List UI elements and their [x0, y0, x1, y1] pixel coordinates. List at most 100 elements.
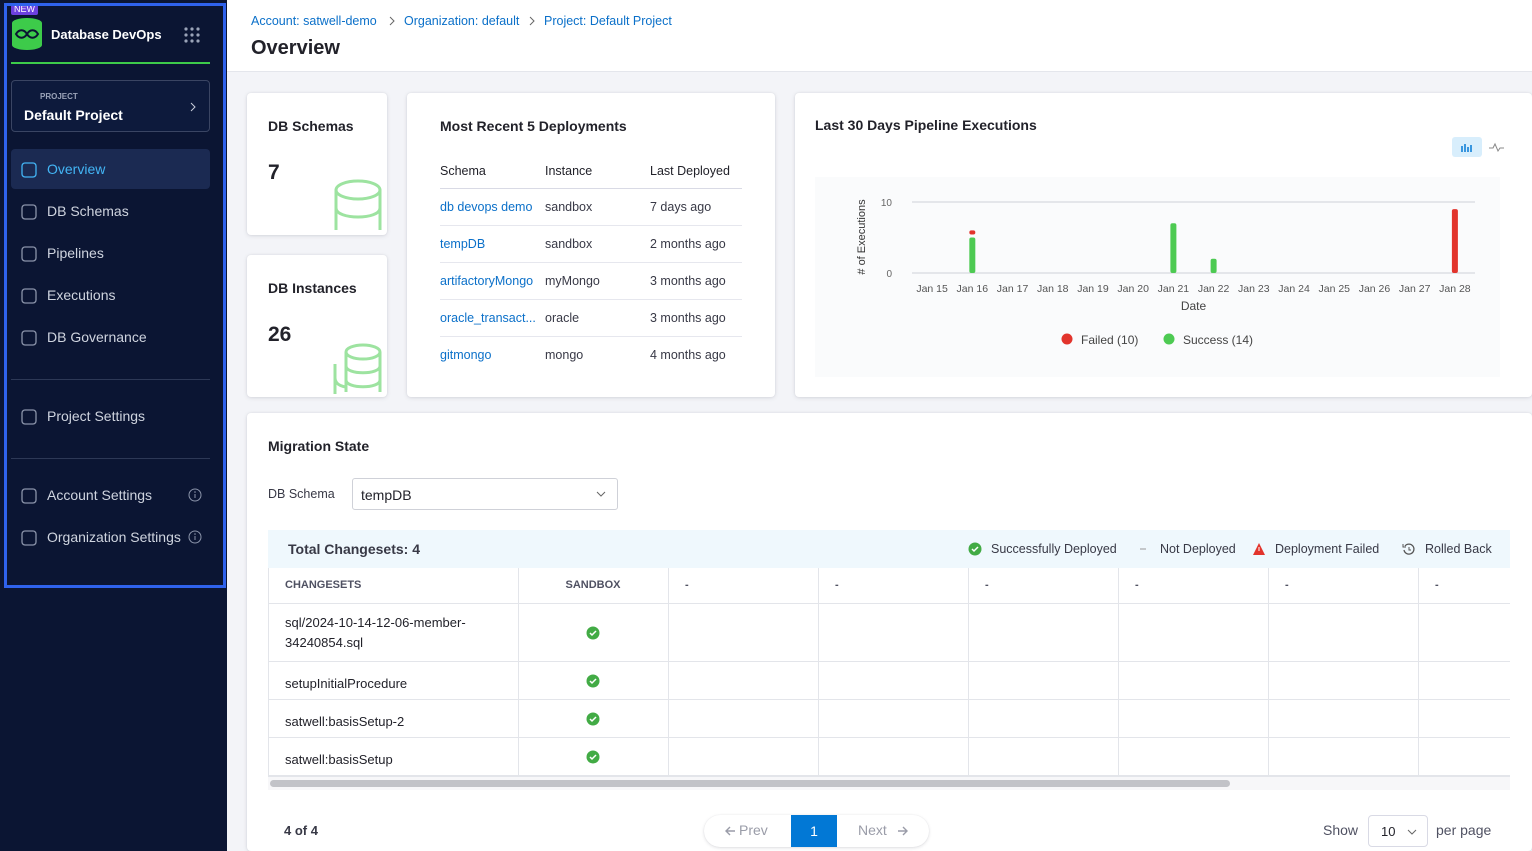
status-icon: [586, 626, 600, 640]
page-size-select[interactable]: 10: [1368, 815, 1428, 847]
apps-icon: [184, 27, 200, 43]
schema-link[interactable]: oracle_transact...: [440, 311, 536, 325]
schema-link[interactable]: gitmongo: [440, 348, 492, 362]
bar-view-toggle[interactable]: [1452, 137, 1482, 157]
nav-item[interactable]: DB Governance: [11, 317, 210, 357]
product-name: Database DevOps: [51, 27, 162, 42]
nav-item[interactable]: Organization Settings: [11, 517, 210, 557]
bar: [969, 237, 976, 273]
table-cell: mongo: [545, 348, 584, 362]
changeset-name: sql/2024-10-14-12-06-member-34240854.sql: [285, 615, 466, 650]
bar: [1210, 258, 1217, 273]
breadcrumb[interactable]: Account: satwell-demo: [251, 14, 377, 28]
bar: [1451, 209, 1458, 273]
chevron: [190, 102, 196, 112]
y-tick-label: 0: [886, 269, 892, 280]
page-summary: 4 of 4: [284, 823, 318, 838]
header: [227, 0, 1532, 72]
x-tick-label: Jan 25: [1318, 283, 1350, 295]
schema-link[interactable]: tempDB: [440, 237, 486, 251]
legend-icon: [1253, 543, 1265, 555]
chevron: [1407, 829, 1417, 835]
show-label: Show: [1323, 822, 1359, 838]
page-size: 10: [1381, 824, 1396, 839]
x-tick-label: Jan 24: [1278, 283, 1310, 295]
bar-icon: [1461, 144, 1472, 152]
next-button[interactable]: Next: [858, 822, 887, 838]
divider: [11, 62, 210, 64]
chart-title: Last 30 Days Pipeline Executions: [815, 117, 1037, 133]
column-header: SANDBOX: [565, 579, 621, 591]
table-header: Last Deployed: [650, 164, 730, 178]
table-cell: 7 days ago: [650, 200, 712, 214]
x-tick-label: Jan 28: [1439, 283, 1471, 295]
schema-link[interactable]: artifactoryMongo: [440, 274, 534, 288]
prev-button[interactable]: Prev: [739, 822, 768, 838]
x-tick-label: Jan 16: [957, 283, 989, 295]
table-cell: 4 months ago: [650, 348, 726, 362]
scroll-thumb[interactable]: [270, 780, 1230, 787]
column-header: -: [1285, 579, 1289, 591]
column-cell: [818, 568, 968, 776]
x-tick-label: Jan 26: [1359, 283, 1391, 295]
deployments-card: [407, 93, 775, 397]
nav-item[interactable]: Pipelines: [11, 233, 210, 273]
nav-icon: [21, 488, 37, 504]
bar: [1170, 223, 1177, 273]
y-axis-label: # of Executions: [856, 199, 868, 275]
changeset-name: satwell:basisSetup-2: [285, 714, 405, 729]
arrow-left: [725, 826, 735, 836]
card-icon: [333, 343, 382, 394]
line-view-toggle[interactable]: [1489, 142, 1504, 153]
nav-item[interactable]: DB Schemas: [11, 191, 210, 231]
dropdown-value: tempDB: [361, 487, 412, 503]
project-selector[interactable]: PROJECT Default Project: [11, 80, 210, 132]
rule: [268, 699, 1510, 700]
rule: [440, 299, 742, 300]
x-tick-label: Jan 23: [1238, 283, 1270, 295]
chevron: [596, 491, 606, 497]
table-cell: myMongo: [545, 274, 600, 288]
schema-dropdown[interactable]: tempDB: [352, 478, 618, 510]
column-cell: [968, 568, 1118, 776]
changeset-table: CHANGESETS SANDBOX - - - - - - sql/2024-10-14-12…: [268, 568, 1510, 776]
table-cell: oracle: [545, 311, 580, 325]
nav-label: Account Settings: [47, 487, 153, 503]
nav-item[interactable]: Account Settings: [11, 475, 210, 515]
breadcrumb[interactable]: Project: Default Project: [544, 14, 672, 28]
card-title: DB Instances: [268, 280, 357, 296]
table-header: Instance: [545, 164, 593, 178]
bar: [969, 230, 976, 235]
legend-swatch: [1061, 333, 1073, 345]
legend-label: Failed (10): [1081, 333, 1138, 347]
x-tick-label: Jan 19: [1077, 283, 1109, 295]
nav-label: Overview: [47, 161, 106, 177]
divider: [11, 379, 210, 380]
nav-label: Project Settings: [47, 408, 146, 424]
column-cell: [1418, 568, 1510, 776]
total-changesets: Total Changesets: 4: [288, 541, 420, 557]
changeset-name: setupInitialProcedure: [285, 676, 408, 691]
column-cell: [1268, 568, 1418, 776]
nav-item[interactable]: Overview: [11, 149, 210, 189]
column-header: -: [1135, 579, 1139, 591]
column-header: CHANGESETS: [285, 579, 362, 591]
nav-item[interactable]: Project Settings: [11, 396, 210, 436]
nav-label: Executions: [47, 287, 116, 303]
column-cell: [268, 568, 518, 776]
status-icon: [586, 712, 600, 726]
y-tick-label: 10: [881, 198, 893, 209]
breadcrumb[interactable]: Organization: default: [404, 14, 520, 28]
nav-item[interactable]: Executions: [11, 275, 210, 315]
per-page-label: per page: [1436, 822, 1492, 838]
rule: [440, 225, 742, 226]
legend-label: Rolled Back: [1425, 542, 1492, 556]
x-axis-label: Date: [1181, 299, 1207, 313]
rule: [440, 188, 742, 189]
schema-link[interactable]: db devops demo: [440, 200, 533, 214]
arrow-right: [898, 826, 908, 836]
current-page[interactable]: 1: [791, 815, 837, 847]
plot-bg: [815, 177, 1500, 377]
legend-label: Not Deployed: [1160, 542, 1236, 556]
x-tick-label: Jan 15: [916, 283, 948, 295]
